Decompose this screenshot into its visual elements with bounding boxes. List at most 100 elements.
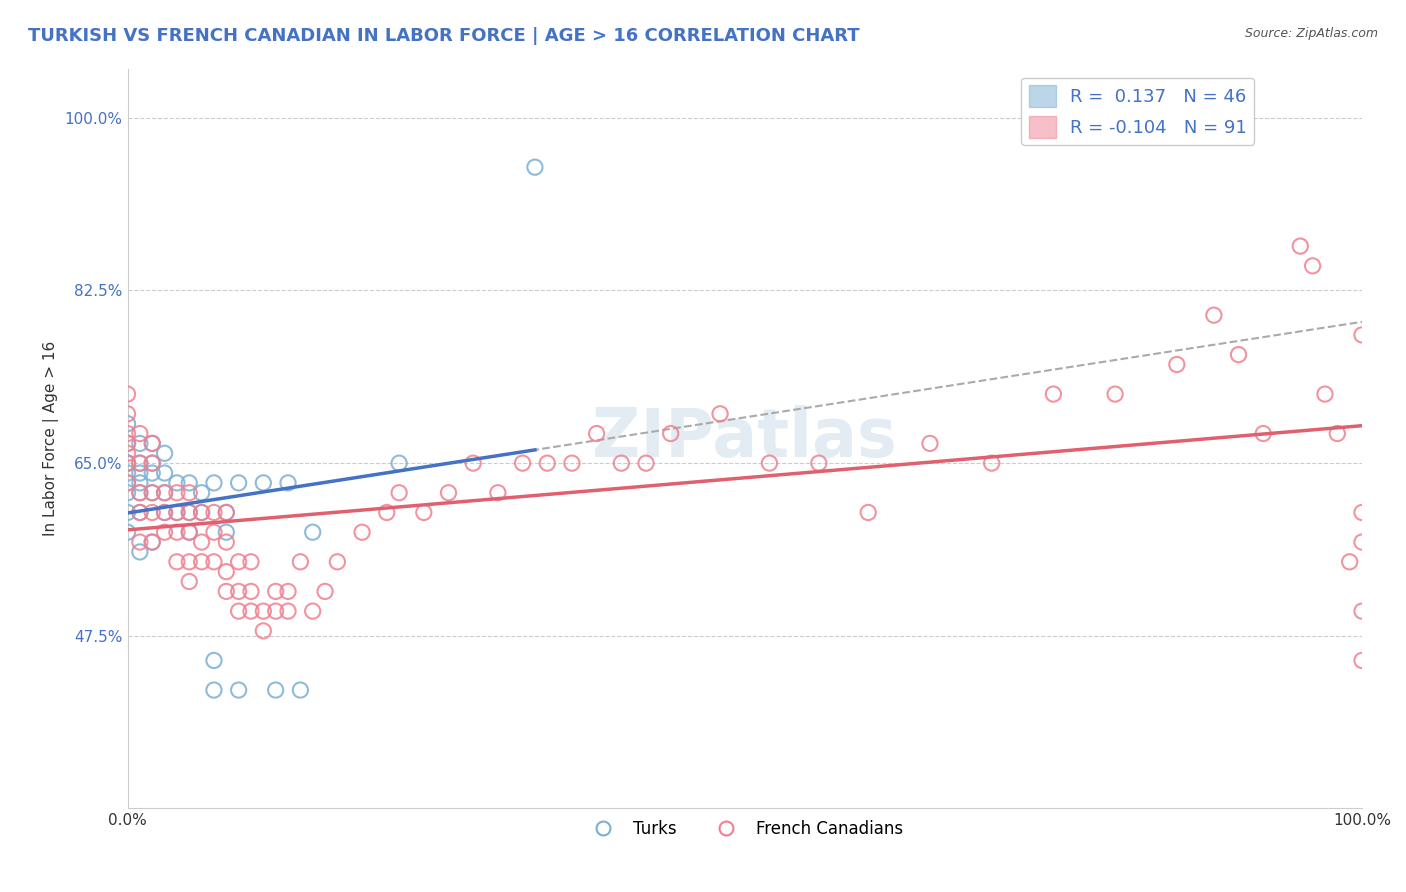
Point xyxy=(807,456,830,470)
Point xyxy=(128,475,150,490)
Point xyxy=(277,584,299,599)
Point xyxy=(301,525,323,540)
Point xyxy=(153,525,176,540)
Point xyxy=(141,535,163,549)
Point xyxy=(166,506,188,520)
Point xyxy=(141,456,163,470)
Point xyxy=(117,387,139,401)
Point xyxy=(561,456,583,470)
Point xyxy=(153,485,176,500)
Point xyxy=(1339,555,1361,569)
Point xyxy=(215,525,238,540)
Point xyxy=(166,506,188,520)
Point xyxy=(1289,239,1312,253)
Point xyxy=(117,417,139,431)
Point xyxy=(277,604,299,618)
Point xyxy=(215,506,238,520)
Point xyxy=(1104,387,1126,401)
Point xyxy=(252,475,274,490)
Point xyxy=(240,604,263,618)
Point xyxy=(166,485,188,500)
Point xyxy=(202,555,225,569)
Point xyxy=(202,683,225,698)
Point xyxy=(228,604,250,618)
Point xyxy=(141,485,163,500)
Point xyxy=(240,555,263,569)
Point xyxy=(179,485,201,500)
Point xyxy=(141,466,163,480)
Point xyxy=(412,506,434,520)
Point xyxy=(153,446,176,460)
Point xyxy=(228,475,250,490)
Point xyxy=(190,485,212,500)
Point xyxy=(215,565,238,579)
Point xyxy=(1202,308,1225,322)
Point xyxy=(179,506,201,520)
Point xyxy=(117,485,139,500)
Point xyxy=(634,456,657,470)
Point xyxy=(117,456,139,470)
Point xyxy=(277,475,299,490)
Point xyxy=(252,624,274,638)
Point xyxy=(659,426,682,441)
Point xyxy=(128,545,150,559)
Point xyxy=(117,466,139,480)
Point xyxy=(190,506,212,520)
Point xyxy=(1351,604,1374,618)
Point xyxy=(314,584,336,599)
Point xyxy=(153,506,176,520)
Point xyxy=(1351,653,1374,667)
Point xyxy=(117,456,139,470)
Point xyxy=(179,506,201,520)
Point xyxy=(117,475,139,490)
Point xyxy=(437,485,460,500)
Point xyxy=(202,525,225,540)
Point xyxy=(117,446,139,460)
Point xyxy=(141,506,163,520)
Point xyxy=(352,525,374,540)
Point xyxy=(228,555,250,569)
Point xyxy=(1302,259,1324,273)
Point xyxy=(179,525,201,540)
Point xyxy=(610,456,633,470)
Legend: Turks, French Canadians: Turks, French Canadians xyxy=(579,814,910,845)
Point xyxy=(128,535,150,549)
Point xyxy=(1326,426,1348,441)
Point xyxy=(264,604,287,618)
Point xyxy=(128,466,150,480)
Point xyxy=(290,683,312,698)
Point xyxy=(1251,426,1274,441)
Point xyxy=(1351,535,1374,549)
Point xyxy=(141,535,163,549)
Point xyxy=(758,456,780,470)
Point xyxy=(228,683,250,698)
Point xyxy=(141,456,163,470)
Point xyxy=(128,456,150,470)
Point xyxy=(252,604,274,618)
Point xyxy=(215,506,238,520)
Point xyxy=(128,506,150,520)
Point xyxy=(141,436,163,450)
Point xyxy=(141,485,163,500)
Point xyxy=(117,525,139,540)
Point xyxy=(128,456,150,470)
Point xyxy=(375,506,398,520)
Point xyxy=(1227,348,1250,362)
Point xyxy=(190,555,212,569)
Text: ZIPatlas: ZIPatlas xyxy=(592,406,897,472)
Point xyxy=(709,407,731,421)
Point xyxy=(128,485,150,500)
Point xyxy=(523,160,546,174)
Point xyxy=(128,485,150,500)
Point xyxy=(179,555,201,569)
Point xyxy=(858,506,880,520)
Point xyxy=(215,535,238,549)
Point xyxy=(980,456,1002,470)
Point xyxy=(179,574,201,589)
Point xyxy=(301,604,323,618)
Point xyxy=(190,506,212,520)
Point xyxy=(166,555,188,569)
Point xyxy=(117,436,139,450)
Point xyxy=(153,506,176,520)
Text: Source: ZipAtlas.com: Source: ZipAtlas.com xyxy=(1244,27,1378,40)
